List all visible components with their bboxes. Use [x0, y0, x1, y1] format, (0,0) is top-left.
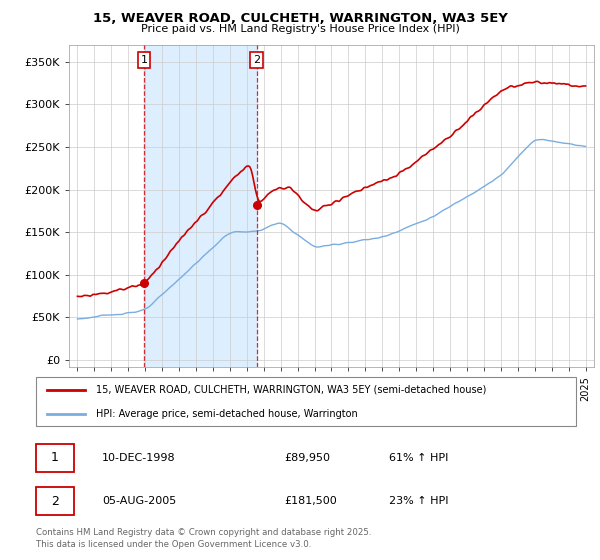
Text: 61% ↑ HPI: 61% ↑ HPI: [389, 452, 448, 463]
Text: £181,500: £181,500: [284, 496, 337, 506]
Text: 2: 2: [51, 494, 59, 507]
FancyBboxPatch shape: [35, 377, 577, 426]
Text: 2: 2: [253, 55, 260, 65]
Text: HPI: Average price, semi-detached house, Warrington: HPI: Average price, semi-detached house,…: [96, 409, 358, 419]
Text: 1: 1: [51, 451, 59, 464]
Text: Price paid vs. HM Land Registry's House Price Index (HPI): Price paid vs. HM Land Registry's House …: [140, 24, 460, 34]
Text: 1: 1: [140, 55, 148, 65]
Text: 23% ↑ HPI: 23% ↑ HPI: [389, 496, 448, 506]
FancyBboxPatch shape: [35, 487, 74, 515]
Text: 05-AUG-2005: 05-AUG-2005: [102, 496, 176, 506]
Text: 10-DEC-1998: 10-DEC-1998: [102, 452, 175, 463]
Text: £89,950: £89,950: [284, 452, 330, 463]
Text: 15, WEAVER ROAD, CULCHETH, WARRINGTON, WA3 5EY: 15, WEAVER ROAD, CULCHETH, WARRINGTON, W…: [92, 12, 508, 25]
Text: Contains HM Land Registry data © Crown copyright and database right 2025.
This d: Contains HM Land Registry data © Crown c…: [35, 528, 371, 549]
Text: 15, WEAVER ROAD, CULCHETH, WARRINGTON, WA3 5EY (semi-detached house): 15, WEAVER ROAD, CULCHETH, WARRINGTON, W…: [96, 385, 487, 395]
FancyBboxPatch shape: [35, 444, 74, 472]
Bar: [144, 45, 257, 367]
